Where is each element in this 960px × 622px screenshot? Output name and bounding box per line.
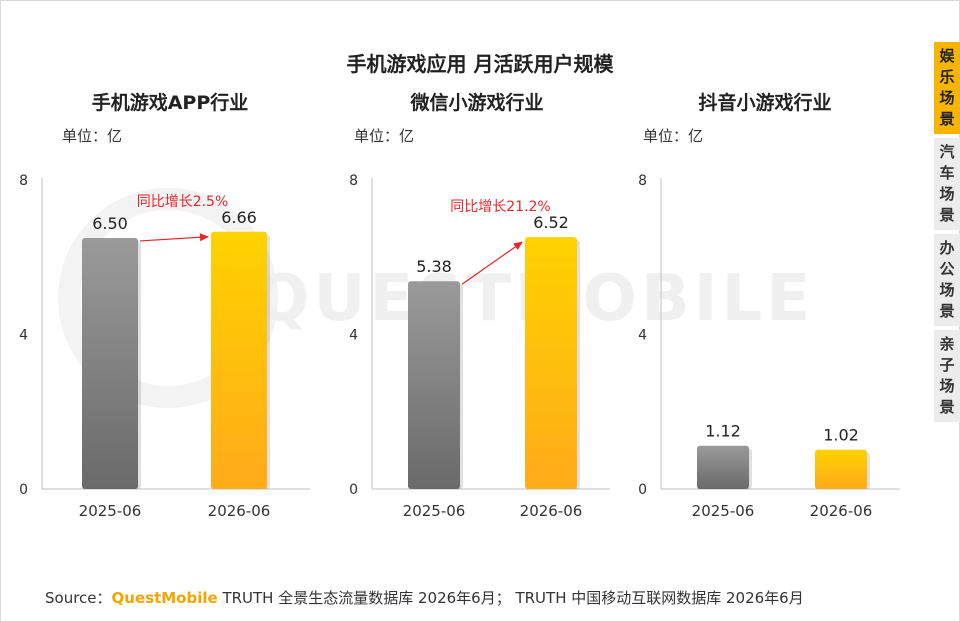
growth-arrow — [461, 241, 523, 285]
x-tick-label: 2026-06 — [208, 502, 271, 520]
data-label: 6.52 — [533, 213, 569, 232]
growth-annotation: 同比增长2.5% — [137, 194, 229, 210]
source-note: Source：QuestMobile TRUTH 全景生态流量数据库 2026年… — [45, 587, 804, 608]
source-text: TRUTH 全景生态流量数据库 2026年6月； TRUTH 中国移动互联网数据… — [217, 589, 804, 607]
bar — [408, 281, 460, 489]
y-tick-label: 0 — [19, 482, 28, 498]
panel-title-douyin-mini-games: 抖音小游戏行业 — [698, 92, 832, 114]
x-tick-label: 2025-06 — [403, 502, 466, 520]
x-tick-label: 2025-06 — [79, 502, 142, 520]
data-label: 6.50 — [92, 214, 128, 233]
bar — [525, 237, 577, 489]
tab-1[interactable]: 汽车场景 — [934, 138, 960, 230]
panel-title-mobile-games: 手机游戏APP行业 — [91, 92, 249, 114]
growth-arrow — [139, 233, 209, 242]
tab-0[interactable]: 娱乐场景 — [934, 42, 960, 134]
y-tick-label: 0 — [349, 482, 358, 498]
data-label: 1.12 — [705, 422, 741, 441]
source-brand: QuestMobile — [111, 589, 218, 607]
x-tick-label: 2025-06 — [692, 502, 755, 520]
y-tick-label: 0 — [638, 482, 647, 498]
data-label: 1.02 — [823, 426, 859, 445]
unit-label: 单位：亿 — [643, 127, 704, 145]
bar — [697, 445, 749, 489]
unit-label: 单位：亿 — [62, 127, 123, 145]
chart-main-title: 手机游戏应用 月活跃用户规模 — [346, 52, 614, 76]
y-tick-label: 8 — [349, 173, 358, 189]
unit-label: 单位：亿 — [354, 127, 415, 145]
data-label: 5.38 — [416, 257, 452, 276]
tab-2[interactable]: 办公场景 — [934, 234, 960, 326]
growth-annotation: 同比增长21.2% — [450, 199, 550, 215]
scene-tabs: 娱乐场景汽车场景办公场景亲子场景 — [934, 42, 960, 426]
y-tick-label: 4 — [19, 328, 28, 344]
bar — [815, 449, 867, 489]
bar — [211, 231, 267, 489]
y-tick-label: 4 — [638, 328, 647, 344]
panel-title-wechat-mini-games: 微信小游戏行业 — [410, 92, 544, 114]
data-label: 6.66 — [221, 208, 257, 227]
y-tick-label: 8 — [19, 173, 28, 189]
y-tick-label: 4 — [349, 328, 358, 344]
x-tick-label: 2026-06 — [810, 502, 873, 520]
source-prefix: Source： — [45, 589, 112, 607]
y-tick-label: 8 — [638, 173, 647, 189]
tab-3[interactable]: 亲子场景 — [934, 330, 960, 422]
x-tick-label: 2026-06 — [520, 502, 583, 520]
bar — [82, 237, 138, 489]
